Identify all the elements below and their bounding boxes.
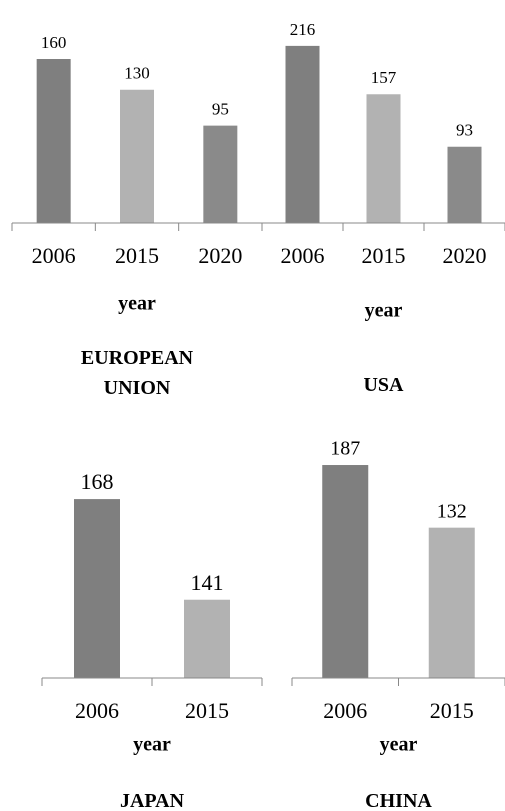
x-axis-label: year bbox=[365, 300, 403, 322]
x-tick-label: 2006 bbox=[281, 243, 325, 268]
value-label: 187 bbox=[330, 438, 360, 460]
x-axis-label: year bbox=[380, 734, 418, 756]
bar bbox=[184, 599, 230, 678]
x-tick-label: 2015 bbox=[185, 698, 229, 723]
value-label: 95 bbox=[212, 100, 229, 119]
x-tick-label: 2015 bbox=[362, 243, 406, 268]
chart-title: USA bbox=[363, 374, 404, 396]
chart-title: CHINA bbox=[365, 790, 432, 811]
chart-title: EUROPEAN UNION bbox=[80, 347, 194, 399]
bar bbox=[322, 465, 369, 678]
x-axis-label: year bbox=[133, 734, 171, 756]
value-label: 130 bbox=[124, 64, 150, 83]
bar bbox=[120, 89, 154, 223]
chart-title: JAPAN bbox=[119, 790, 185, 811]
value-label: 93 bbox=[456, 121, 473, 140]
x-axis-label: year bbox=[118, 293, 156, 315]
bar bbox=[74, 499, 120, 678]
x-tick-label: 2006 bbox=[323, 698, 367, 723]
x-tick-label: 2020 bbox=[443, 243, 487, 268]
value-label: 168 bbox=[81, 469, 114, 494]
x-tick-label: 2006 bbox=[32, 243, 76, 268]
x-tick-label: 2015 bbox=[115, 243, 159, 268]
bar bbox=[447, 146, 482, 223]
x-tick-label: 2006 bbox=[75, 698, 119, 723]
value-label: 132 bbox=[437, 500, 467, 522]
value-label: 216 bbox=[290, 20, 316, 39]
bar bbox=[203, 125, 238, 223]
bar bbox=[36, 59, 71, 223]
x-tick-label: 2015 bbox=[430, 698, 474, 723]
value-label: 141 bbox=[191, 570, 224, 595]
x-tick-label: 2020 bbox=[198, 243, 242, 268]
bar bbox=[285, 45, 320, 223]
value-label: 160 bbox=[41, 33, 67, 52]
value-label: 157 bbox=[371, 68, 397, 87]
bar bbox=[428, 527, 475, 678]
bar bbox=[366, 94, 401, 223]
